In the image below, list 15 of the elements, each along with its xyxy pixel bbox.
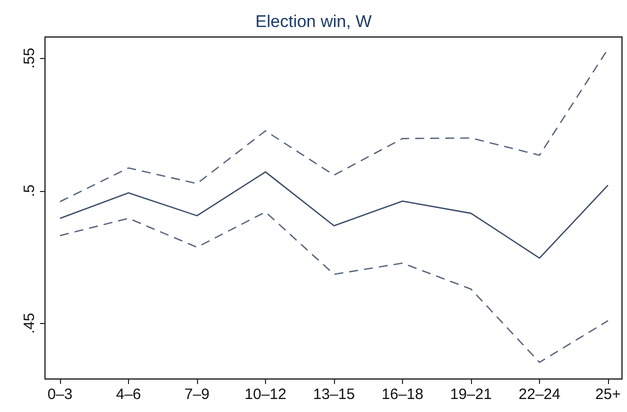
x-tick-label: 10–12 xyxy=(244,386,286,403)
x-tick-label: 19–21 xyxy=(450,386,492,403)
x-tick-label: 22–24 xyxy=(518,386,560,403)
chart-title: Election win, W xyxy=(255,12,372,31)
x-tick-label: 0–3 xyxy=(47,386,73,403)
x-tick-label: 4–6 xyxy=(116,386,142,403)
x-tick-label: 7–9 xyxy=(184,386,210,403)
x-tick-label: 13–15 xyxy=(313,386,355,403)
line-series xyxy=(59,211,609,363)
x-tick-label: 25+ xyxy=(595,386,621,403)
y-tick-label: .5 xyxy=(21,184,38,198)
y-tick-label: .55 xyxy=(21,48,38,69)
x-tick-label: 16–18 xyxy=(382,386,424,403)
y-tick-label: .45 xyxy=(21,312,38,334)
line-series xyxy=(59,171,609,259)
